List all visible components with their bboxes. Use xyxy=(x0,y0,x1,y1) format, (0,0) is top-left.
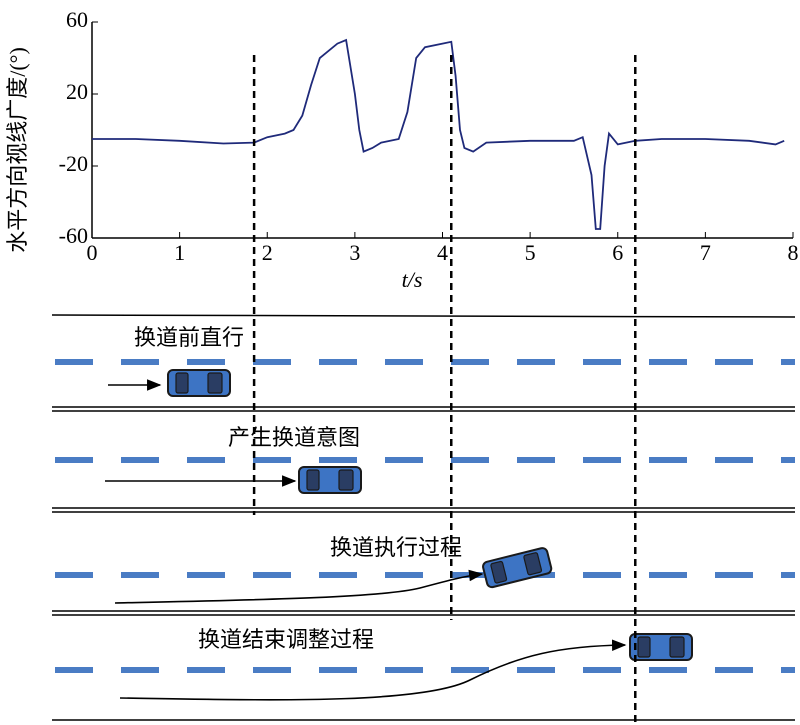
x-tick-label: 4 xyxy=(437,240,448,265)
x-tick-label: 3 xyxy=(349,240,360,265)
stage-label: 产生换道意图 xyxy=(228,425,360,450)
stage-label: 换道结束调整过程 xyxy=(198,627,374,652)
car xyxy=(629,633,693,661)
x-tick-label: 6 xyxy=(612,240,623,265)
x-tick-label: 1 xyxy=(174,240,185,265)
y-tick-label: -60 xyxy=(59,223,88,248)
road-diagram: 换道前直行 产生换道意图 换道执行过程 换道结束调整过程 xyxy=(51,314,796,721)
road-edge xyxy=(51,314,796,318)
y-tick-label: -20 xyxy=(59,151,88,176)
y-axis-label: 水平方向视线广度/(°) xyxy=(5,47,30,253)
data-line xyxy=(92,38,785,230)
stage-label: 换道执行过程 xyxy=(330,535,462,560)
plot: -60 -20 20 60 0 1 2 3 4 5 6 7 8 xyxy=(59,7,799,265)
y-tick-label: 60 xyxy=(66,7,88,32)
arrow xyxy=(119,639,627,701)
car xyxy=(482,547,553,589)
stage-label: 换道前直行 xyxy=(134,325,244,350)
x-axis-label: t/s xyxy=(402,267,423,292)
x-tick-label: 2 xyxy=(262,240,273,265)
x-tick-label: 8 xyxy=(788,240,799,265)
car xyxy=(167,369,231,397)
x-tick-label: 5 xyxy=(525,240,536,265)
car xyxy=(298,466,362,494)
arrow xyxy=(114,569,484,604)
x-tick-label: 0 xyxy=(87,240,98,265)
y-tick-label: 20 xyxy=(66,79,88,104)
x-tick-label: 7 xyxy=(700,240,711,265)
